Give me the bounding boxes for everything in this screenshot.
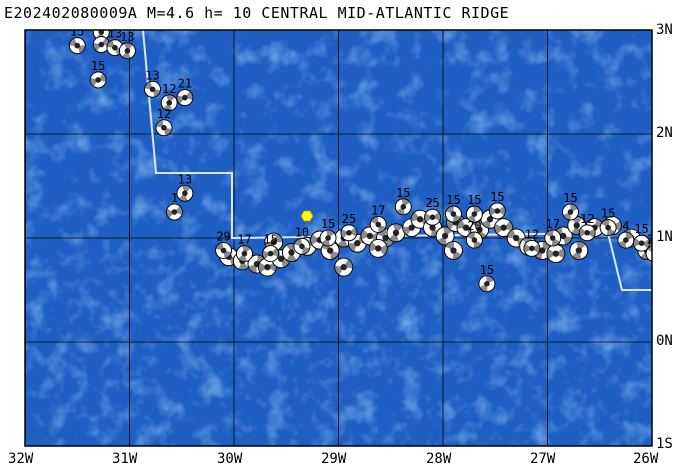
- focal-mechanism-beachball: [144, 80, 161, 98]
- focal-mechanism-beachball: [645, 245, 652, 262]
- depth-label: 17: [545, 217, 559, 231]
- lat-label-2n: 2N: [656, 125, 673, 141]
- focal-mechanism-beachball: [633, 234, 650, 252]
- depth-label: 15: [490, 190, 504, 204]
- lon-label-32w: 32W: [8, 451, 34, 467]
- focal-mechanism-beachball: [599, 219, 617, 237]
- depth-label: 12: [580, 212, 594, 226]
- depth-label: 15: [396, 186, 410, 200]
- lat-label-1n: 1N: [656, 229, 673, 245]
- epicenter-marker: [300, 210, 314, 222]
- focal-mechanism-beachball: [160, 94, 178, 112]
- depth-label: 25: [425, 196, 439, 210]
- focal-mechanism-beachball: [155, 119, 173, 137]
- depth-label: 1: [171, 191, 178, 205]
- focal-mechanism-beachball: [236, 245, 253, 263]
- focal-mechanism-beachball: [562, 203, 579, 221]
- depth-label: 21: [178, 77, 192, 91]
- lon-label-28w: 28W: [426, 451, 452, 467]
- depth-label: 10: [295, 225, 309, 239]
- focal-mechanism-beachball: [444, 241, 463, 260]
- focal-mechanism-beachball: [215, 242, 232, 259]
- focal-mechanism-beachball: [435, 226, 455, 246]
- focal-mechanism-beachball: [369, 216, 387, 233]
- depth-label: 13: [178, 172, 192, 186]
- lon-label-26w: 26W: [633, 451, 659, 467]
- depth-label: 15: [91, 59, 105, 73]
- depth-label: 25: [647, 233, 661, 247]
- focal-mechanism-beachball: [68, 37, 86, 54]
- focal-mechanism-beachball: [119, 42, 136, 60]
- focal-mechanism-beachball: [456, 218, 476, 238]
- lon-label-31w: 31W: [112, 451, 138, 467]
- focal-mechanism-beachball: [578, 224, 596, 242]
- depth-label: 15: [467, 193, 481, 207]
- focal-mechanism-beachball: [617, 231, 635, 249]
- focal-mechanism-beachball: [319, 229, 337, 247]
- map-title: E202402080009A M=4.6 h= 10 CENTRAL MID-A…: [4, 4, 510, 22]
- depth-label: 15: [446, 193, 460, 207]
- focal-mechanism-beachball: [340, 224, 358, 242]
- focal-mechanism-beachball: [424, 208, 441, 226]
- focal-mechanism-beachball: [368, 238, 388, 258]
- depth-label: 12: [157, 107, 171, 121]
- depth-label: 15: [634, 222, 648, 236]
- depth-label: 15: [480, 263, 494, 277]
- depth-label: 20: [94, 11, 108, 25]
- depth-label: 15: [563, 191, 577, 205]
- depth-label: 17: [371, 203, 385, 217]
- focal-mechanism-beachball: [445, 205, 462, 223]
- depth-label: 13: [145, 68, 159, 82]
- depth-label: 25: [342, 212, 356, 226]
- depth-label: 17: [237, 233, 251, 247]
- plate-boundary: [142, 30, 652, 291]
- lat-label-3n: 3N: [656, 22, 673, 38]
- focal-mechanism-beachball: [334, 257, 354, 277]
- focal-mechanism-beachball: [465, 205, 483, 223]
- depth-label: 13: [120, 30, 134, 44]
- depth-label: 15: [263, 233, 277, 247]
- depth-label: 15: [601, 207, 615, 221]
- focal-mechanism-beachball: [544, 229, 562, 247]
- focal-mechanism-beachball: [176, 184, 194, 202]
- depth-label: 20: [467, 219, 481, 233]
- depth-label: 13: [108, 27, 122, 41]
- focal-mechanism-beachball: [569, 241, 589, 260]
- map-frame: [24, 29, 653, 447]
- depth-label: 29: [216, 229, 230, 243]
- focal-mechanism-beachball: [465, 231, 483, 249]
- focal-mechanism-beachball: [546, 244, 566, 264]
- focal-mechanism-beachball: [293, 237, 311, 255]
- lon-label-29w: 29W: [321, 451, 347, 467]
- lon-label-30w: 30W: [217, 451, 243, 467]
- lon-label-27w: 27W: [530, 451, 556, 467]
- focal-mechanism-beachball: [478, 275, 496, 293]
- focal-mechanism-beachball: [488, 202, 506, 220]
- depth-label: 15: [321, 217, 335, 231]
- focal-mechanism-beachball: [176, 89, 194, 106]
- focal-mechanism-beachball: [386, 223, 406, 243]
- depth-label: 15: [70, 25, 84, 39]
- focal-mechanism-beachball: [654, 253, 670, 269]
- depth-label: 4: [622, 219, 629, 233]
- focal-mechanism-beachball: [106, 39, 124, 57]
- lat-label-0n: 0N: [656, 333, 673, 349]
- lat-label-1s: 1S: [656, 436, 673, 452]
- focal-mechanism-beachball: [89, 71, 107, 89]
- depth-label: 12: [162, 82, 176, 96]
- depth-label: 12: [525, 227, 539, 241]
- focal-mechanism-beachball: [494, 218, 514, 238]
- focal-mechanism-beachball: [394, 198, 412, 216]
- focal-mechanism-beachball: [262, 245, 279, 263]
- focal-mechanism-beachball: [523, 239, 541, 257]
- focal-mechanism-beachball: [166, 203, 183, 221]
